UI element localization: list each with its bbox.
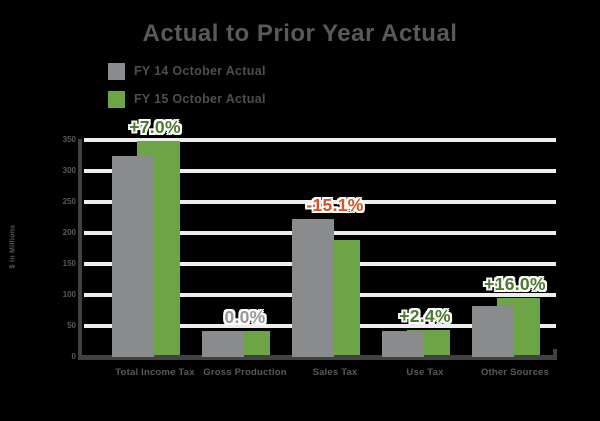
y-tick-label-0: 0 <box>71 352 76 361</box>
chart-title: Actual to Prior Year Actual <box>142 20 458 47</box>
gridline-350 <box>84 138 556 142</box>
category-label-2: Sales Tax <box>312 367 358 378</box>
category-label-0: Total Income Tax <box>115 367 195 378</box>
legend: FY 14 October Actual FY 15 October Actua… <box>108 62 266 118</box>
category-label-1: Gross Production <box>203 367 287 378</box>
bar-fy14-2 <box>292 219 334 357</box>
y-tick-label-100: 100 <box>62 290 76 299</box>
fy14-swatch-icon <box>108 62 125 80</box>
y-tick-label-250: 250 <box>62 197 76 206</box>
plot-area: +7.0% Total Income Tax 0.0% Gross Productio… <box>82 117 556 378</box>
y-tick-label-350: 350 <box>62 135 76 144</box>
change-label-1: 0.0% <box>224 306 266 327</box>
bar-fy14-4 <box>472 306 514 357</box>
legend-item-fy15: FY 15 October Actual <box>108 90 266 108</box>
change-label-2: -15.1% <box>306 195 364 216</box>
change-label-0: +7.0% <box>129 117 181 138</box>
y-axis-line <box>78 139 82 360</box>
fy15-swatch-icon <box>108 90 125 108</box>
legend-label-fy14: FY 14 October Actual <box>134 64 266 78</box>
gridline-250 <box>84 200 556 204</box>
x-axis-endcap <box>553 349 557 358</box>
category-label-4: Other Sources <box>480 367 550 378</box>
bar-fy14-3 <box>382 330 424 357</box>
y-tick-label-150: 150 <box>62 259 76 268</box>
y-tick-label-50: 50 <box>67 321 76 330</box>
change-label-4: +16.0% <box>484 274 546 295</box>
y-tick-label-300: 300 <box>62 166 76 175</box>
y-tick-label-200: 200 <box>62 228 76 237</box>
category-label-3: Use Tax <box>406 367 444 378</box>
y-axis-title: $ in Millions <box>9 224 17 269</box>
change-label-3: +2.4% <box>399 306 451 327</box>
gridline-300 <box>84 169 556 173</box>
x-axis-line <box>78 355 557 360</box>
bar-fy14-0 <box>112 155 154 357</box>
bar-fy14-1 <box>202 330 244 357</box>
legend-item-fy14: FY 14 October Actual <box>108 62 266 80</box>
legend-label-fy15: FY 15 October Actual <box>134 92 266 106</box>
